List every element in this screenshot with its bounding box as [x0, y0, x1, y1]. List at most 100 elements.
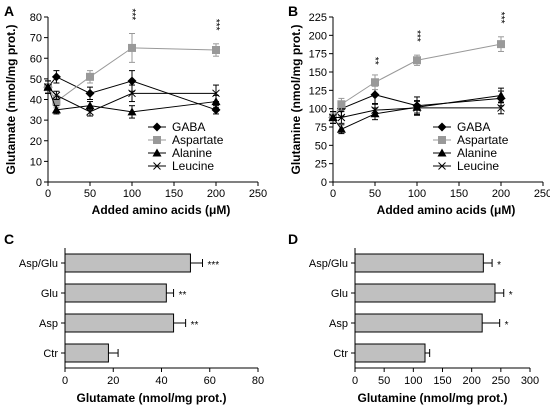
- data-point: [51, 72, 61, 82]
- y-tick-label: 0: [321, 177, 327, 189]
- legend-label: GABA: [172, 120, 205, 134]
- data-point-stroke: [44, 83, 52, 91]
- x-tick-label: 50: [84, 188, 96, 200]
- data-point: [413, 104, 421, 112]
- x-tick-label: 20: [107, 375, 119, 387]
- legend-label: GABA: [457, 120, 490, 134]
- bar-group-ctr: Ctr: [333, 343, 431, 363]
- bar: [354, 313, 483, 333]
- data-point: [370, 90, 380, 100]
- y-axis-title: Glutamine (nmol/mg prot.): [289, 25, 303, 175]
- y-tick-label: 10: [30, 156, 42, 168]
- x-tick-label: 50: [369, 188, 381, 200]
- data-point-stroke: [371, 106, 379, 114]
- x-tick-label: 200: [207, 188, 225, 200]
- data-point-stroke: [329, 113, 337, 122]
- series-leucine: [44, 80, 220, 117]
- legend-marker: [437, 122, 447, 132]
- significance-label: *: [509, 290, 513, 301]
- legend-marker: [153, 136, 161, 144]
- data-point: [337, 113, 346, 122]
- x-tick-label: 100: [404, 375, 422, 387]
- panel-d: D 0 50 100 150 200 250 300 Glutamine (nmol/mg pr…: [288, 231, 539, 405]
- y-tick-label: 100: [309, 104, 327, 116]
- data-point: [329, 113, 337, 122]
- panel-letter: D: [288, 231, 298, 247]
- y-tick-label: 80: [30, 12, 42, 24]
- data-point-stroke: [497, 104, 505, 112]
- data-point: [85, 101, 95, 110]
- panel-letter: C: [4, 231, 14, 247]
- y-tick-label: 25: [315, 159, 327, 171]
- x-tick-label: 300: [521, 375, 539, 387]
- series-leucine: [329, 100, 505, 124]
- data-point-stroke: [337, 113, 346, 122]
- legend-marker: [152, 122, 162, 132]
- data-point: [86, 108, 94, 116]
- x-tick-label: 200: [492, 188, 510, 200]
- x-tick-label: 150: [165, 188, 183, 200]
- x-tick-label: 250: [249, 188, 267, 200]
- data-point: [497, 104, 505, 112]
- bar-group-asp-glu: Asp/Glu ***: [19, 253, 219, 273]
- significance-label: ***: [126, 9, 137, 21]
- data-point: [337, 100, 346, 109]
- x-tick-label: 100: [123, 188, 141, 200]
- panel-c: C 0 20 40 60 80 Glutamate (nmol/mg prot.) Asp/G…: [4, 231, 264, 405]
- y-tick-label: 125: [309, 85, 327, 97]
- bar-group-ctr: Ctr: [43, 343, 119, 363]
- data-point-stroke: [212, 89, 220, 98]
- bar: [354, 253, 484, 273]
- x-tick-label: 200: [462, 375, 480, 387]
- data-point: [212, 89, 220, 98]
- data-point: [497, 40, 505, 49]
- x-tick-label: 60: [204, 375, 216, 387]
- legend-marker-stroke: [153, 162, 161, 170]
- legend-label: Aspartate: [172, 133, 224, 147]
- bar-group-asp: Asp **: [39, 313, 199, 333]
- legend-label: Leucine: [457, 159, 499, 173]
- panel-letter: A: [4, 3, 14, 19]
- y-tick-label: 175: [309, 49, 327, 61]
- x-tick-label: 150: [450, 188, 468, 200]
- legend-label: Aspartate: [457, 133, 509, 147]
- y-tick-label: 0: [36, 177, 42, 189]
- x-tick-label: 250: [492, 375, 510, 387]
- category-label: Glu: [41, 288, 58, 300]
- data-point: [336, 124, 346, 133]
- data-point: [371, 106, 379, 114]
- data-point: [86, 72, 94, 81]
- legend-marker: [152, 148, 162, 157]
- significance-label: ***: [411, 30, 422, 42]
- x-axis-title: Glutamate (nmol/mg prot.): [77, 391, 227, 405]
- category-label: Glu: [331, 288, 348, 300]
- bar-group-glu: Glu *: [331, 283, 513, 303]
- legend-label: Leucine: [172, 159, 214, 173]
- significance-label: **: [369, 57, 380, 65]
- x-tick-label: 0: [62, 375, 68, 387]
- x-tick-label: 150: [433, 375, 451, 387]
- x-tick-label: 0: [352, 375, 358, 387]
- data-point: [128, 89, 136, 98]
- significance-label: ***: [210, 19, 221, 31]
- x-tick-label: 40: [155, 375, 167, 387]
- significance-label: **: [179, 290, 187, 301]
- data-point-stroke: [52, 91, 61, 100]
- y-tick-label: 50: [30, 74, 42, 86]
- legend-marker: [153, 162, 161, 170]
- bar: [354, 283, 496, 303]
- y-tick-label: 30: [30, 115, 42, 127]
- y-tick-label: 75: [315, 122, 327, 134]
- significance-label: *: [497, 260, 501, 271]
- category-label: Asp: [39, 318, 58, 330]
- category-label: Ctr: [333, 348, 348, 360]
- data-point: [51, 105, 61, 114]
- legend-marker: [438, 162, 446, 170]
- data-point: [52, 91, 61, 100]
- significance-label: *: [505, 320, 509, 331]
- data-point: [85, 88, 95, 98]
- y-tick-label: 40: [30, 95, 42, 107]
- y-tick-label: 225: [309, 12, 327, 24]
